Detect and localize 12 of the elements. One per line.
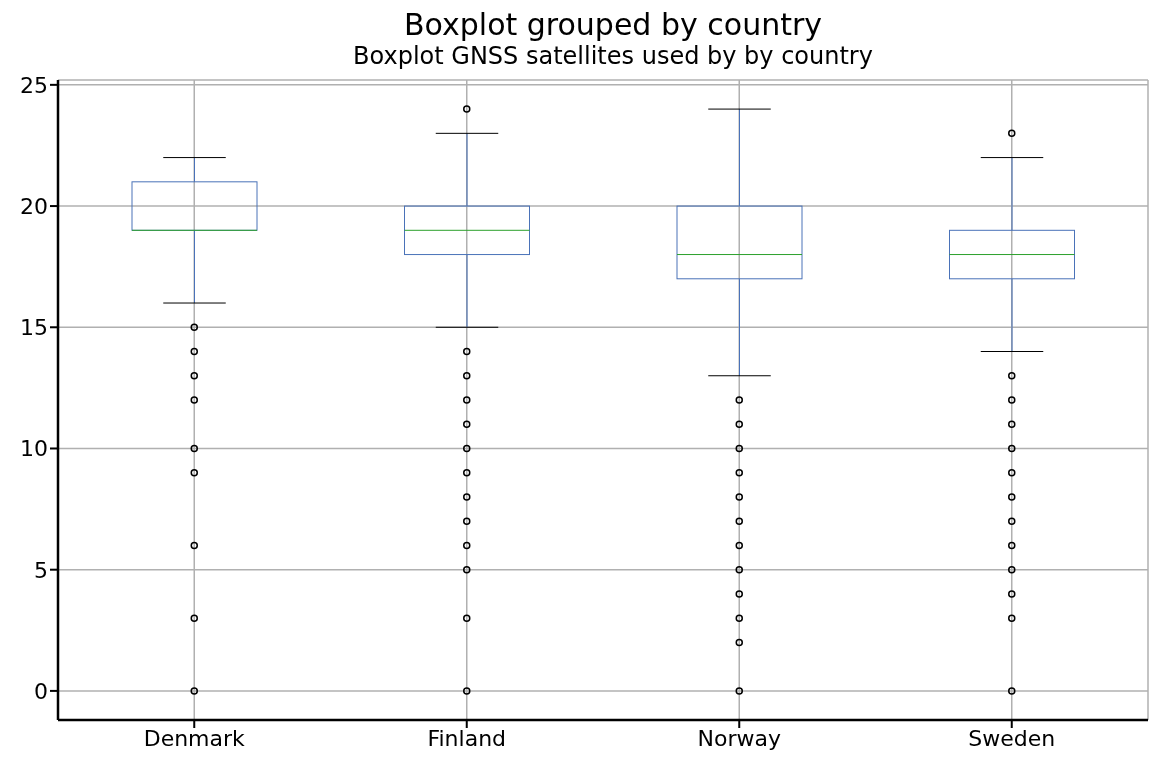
chart-title: Boxplot grouped by country [403,7,823,42]
y-tick-label: 10 [20,436,48,462]
y-tick-label: 25 [20,72,48,98]
y-tick-label: 5 [34,557,48,583]
y-tick-label: 20 [20,193,48,219]
x-tick-label: Sweden [968,725,1056,751]
x-tick-label: Norway [697,725,781,751]
chart-subtitle: Boxplot GNSS satellites used by by country [352,42,874,70]
y-tick-label: 0 [34,678,48,704]
x-tick-label: Denmark [143,725,246,751]
y-tick-label: 15 [20,315,48,341]
x-tick-label: Finland [427,725,507,751]
